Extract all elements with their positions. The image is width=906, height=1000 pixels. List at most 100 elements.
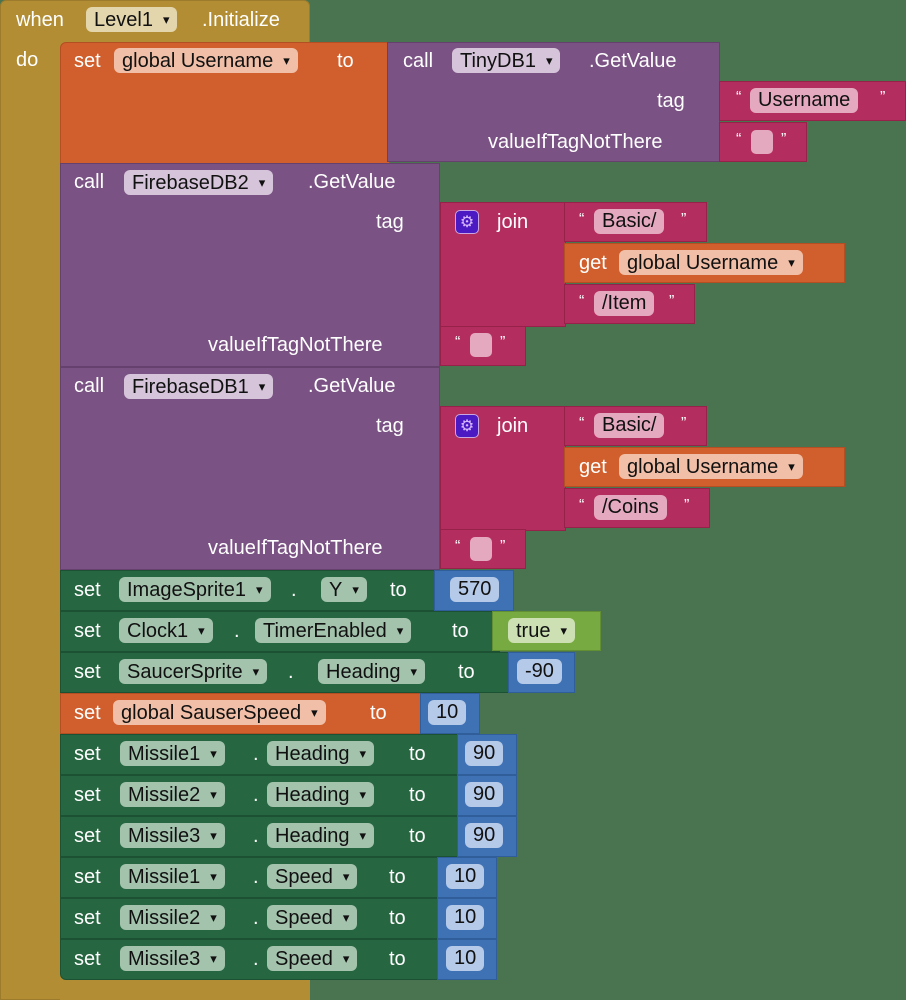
component-dropdown-firebasedb1[interactable]: FirebaseDB1 — [124, 374, 274, 399]
to-label: to — [409, 784, 426, 806]
dot-label: . — [253, 825, 259, 847]
set-label: set — [74, 620, 101, 642]
text-value-coins[interactable]: /Coins — [594, 495, 667, 520]
component-dropdown[interactable]: SaucerSprite — [119, 659, 268, 684]
variable-dropdown-username[interactable]: global Username — [619, 250, 803, 275]
join-label: join — [497, 415, 529, 437]
quote-close: ” — [684, 497, 690, 514]
set-label: set — [74, 661, 101, 683]
empty-text-field[interactable] — [470, 333, 492, 357]
quote-open: “ — [579, 497, 585, 514]
to-label: to — [337, 50, 354, 72]
variable-dropdown-username[interactable]: global Username — [114, 48, 298, 73]
component-dropdown[interactable]: Missile3 — [120, 946, 225, 971]
tag-label: tag — [376, 211, 404, 233]
set-label: set — [74, 948, 101, 970]
number-value[interactable]: 10 — [446, 946, 485, 971]
set-label: set — [74, 579, 101, 601]
text-value-item[interactable]: /Item — [594, 291, 655, 316]
dot-label: . — [253, 948, 259, 970]
number-value[interactable]: 10 — [428, 700, 467, 725]
to-label: to — [409, 825, 426, 847]
number-value[interactable]: 570 — [450, 577, 500, 602]
property-dropdown[interactable]: Speed — [267, 946, 358, 971]
to-label: to — [389, 866, 406, 888]
component-dropdown[interactable]: Missile3 — [120, 823, 225, 848]
quote-open: “ — [579, 293, 585, 310]
firebasedb1-getvalue-block[interactable] — [60, 367, 440, 570]
number-value[interactable]: 10 — [446, 864, 485, 889]
text-value-basic[interactable]: Basic/ — [594, 209, 665, 234]
component-dropdown[interactable]: Missile2 — [120, 782, 225, 807]
component-dropdown[interactable]: ImageSprite1 — [119, 577, 271, 602]
vitnt-label: valueIfTagNotThere — [488, 131, 663, 153]
get-label: get — [579, 456, 607, 478]
dot-label: . — [253, 907, 259, 929]
to-label: to — [390, 579, 407, 601]
firebasedb2-getvalue-block[interactable] — [60, 163, 440, 367]
property-dropdown[interactable]: Speed — [267, 905, 358, 930]
text-block-basic[interactable] — [564, 406, 707, 446]
number-value[interactable]: 90 — [465, 741, 504, 766]
quote-open: “ — [455, 334, 461, 351]
property-dropdown[interactable]: Heading — [267, 823, 375, 848]
do-label: do — [16, 49, 39, 71]
call-label: call — [74, 375, 105, 397]
gear-icon[interactable]: ⚙ — [455, 210, 479, 234]
call-label: call — [403, 50, 434, 72]
call-label: call — [74, 171, 105, 193]
component-dropdown[interactable]: Missile1 — [120, 864, 225, 889]
quote-close: ” — [681, 211, 687, 228]
component-dropdown[interactable]: Missile2 — [120, 905, 225, 930]
property-dropdown[interactable]: Heading — [267, 741, 375, 766]
quote-close: ” — [500, 538, 506, 555]
text-value-basic[interactable]: Basic/ — [594, 413, 665, 438]
event-block-right-fill — [60, 980, 310, 1000]
property-dropdown[interactable]: Y — [321, 577, 367, 602]
quote-open: “ — [736, 131, 742, 148]
set-missile2-speed-block[interactable] — [60, 898, 440, 939]
dot-label: . — [234, 620, 240, 642]
when-label: when — [16, 9, 64, 31]
tag-label: tag — [657, 90, 685, 112]
set-label: set — [74, 825, 101, 847]
to-label: to — [370, 702, 387, 724]
component-dropdown[interactable]: Missile1 — [120, 741, 225, 766]
component-dropdown-tinydb1[interactable]: TinyDB1 — [452, 48, 561, 73]
property-dropdown[interactable]: Heading — [267, 782, 375, 807]
method-label: .GetValue — [308, 375, 396, 397]
quote-open: “ — [579, 211, 585, 228]
property-dropdown[interactable]: TimerEnabled — [255, 618, 412, 643]
set-missile3-speed-block[interactable] — [60, 939, 440, 980]
number-value[interactable]: 90 — [465, 823, 504, 848]
quote-close: ” — [500, 334, 506, 351]
variable-dropdown-username[interactable]: global Username — [619, 454, 803, 479]
component-dropdown-firebasedb2[interactable]: FirebaseDB2 — [124, 170, 274, 195]
component-dropdown[interactable]: Clock1 — [119, 618, 213, 643]
empty-text-field[interactable] — [470, 537, 492, 561]
dot-label: . — [253, 743, 259, 765]
to-label: to — [409, 743, 426, 765]
quote-open: “ — [736, 89, 742, 106]
method-label: .GetValue — [308, 171, 396, 193]
dot-label: . — [253, 866, 259, 888]
boolean-dropdown[interactable]: true — [508, 618, 575, 643]
number-value[interactable]: -90 — [517, 659, 562, 684]
to-label: to — [389, 907, 406, 929]
set-missile1-speed-block[interactable] — [60, 857, 440, 898]
text-block-basic[interactable] — [564, 202, 707, 242]
number-value[interactable]: 90 — [465, 782, 504, 807]
set-label: set — [74, 907, 101, 929]
property-dropdown[interactable]: Heading — [318, 659, 426, 684]
dot-label: . — [288, 661, 294, 683]
variable-dropdown[interactable]: global SauserSpeed — [113, 700, 326, 725]
to-label: to — [452, 620, 469, 642]
empty-text-field[interactable] — [751, 130, 773, 154]
gear-icon[interactable]: ⚙ — [455, 414, 479, 438]
component-dropdown-level1[interactable]: Level1 — [86, 7, 178, 32]
property-dropdown[interactable]: Speed — [267, 864, 358, 889]
text-value-username[interactable]: Username — [750, 88, 859, 113]
number-value[interactable]: 10 — [446, 905, 485, 930]
set-label: set — [74, 866, 101, 888]
quote-close: ” — [669, 293, 675, 310]
